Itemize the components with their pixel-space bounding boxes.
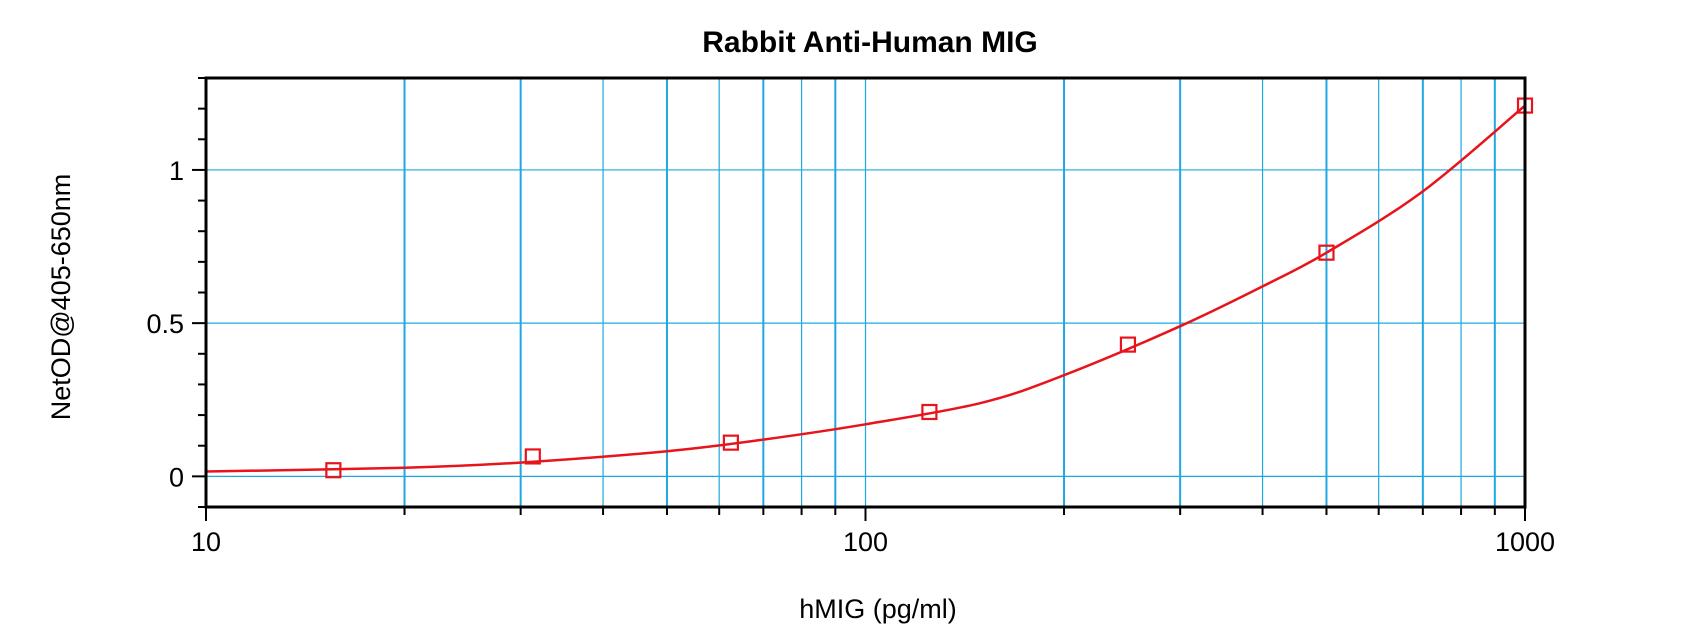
data-point [1119,336,1137,353]
y-tick-label: 0 [169,462,184,492]
fit-curve-layer [205,104,1526,473]
x-tick-label: 100 [843,527,888,557]
axis-ticks: 10 100 1000 0 0.5 1 [146,77,1555,557]
y-tick-label: 0.5 [146,309,184,339]
x-tick-label: 1000 [1495,527,1555,557]
x-tick-label: 10 [191,527,221,557]
y-axis-label: NetOD@405-650nm [46,174,76,421]
grid [206,78,1525,507]
fit-curve [205,104,1526,473]
chart-title: Rabbit Anti-Human MIG [702,26,1038,59]
y-tick-label: 1 [169,156,184,186]
plot-frame [204,76,1527,509]
data-points [325,97,1534,479]
data-point [722,434,739,451]
data-point [1318,244,1335,261]
data-point [921,403,938,421]
data-point [524,448,541,465]
x-axis-label: hMIG (pg/ml) [799,594,957,624]
data-point [325,462,342,479]
